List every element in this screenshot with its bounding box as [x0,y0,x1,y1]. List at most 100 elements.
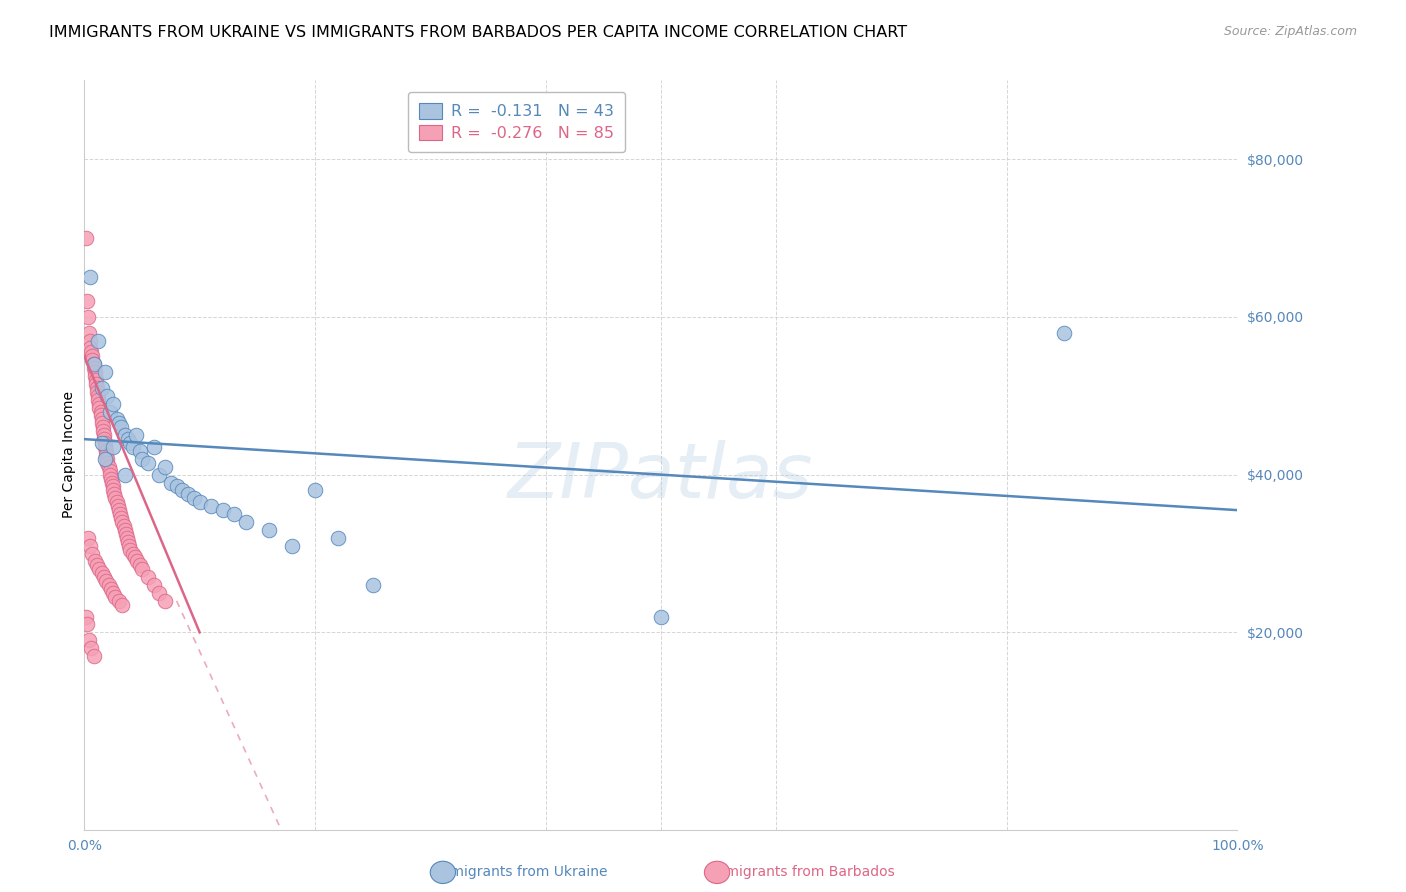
Point [84,376,107,391]
Point [114,428,136,442]
Point [115,526,138,541]
Point [94,440,117,454]
Point [211,503,233,517]
Point [103,487,125,501]
Point [160,475,183,490]
Point [110,511,132,525]
Point [93,428,115,442]
Point [79,334,101,348]
Point [97,459,120,474]
Point [89,409,111,423]
Point [103,483,124,498]
Point [93,570,115,584]
Point [224,507,246,521]
Point [93,432,115,446]
Point [86,381,108,395]
Point [83,554,105,568]
Point [87,389,110,403]
Point [110,420,132,434]
Point [104,491,127,506]
Point [91,424,114,438]
Point [188,495,211,509]
Point [148,586,170,600]
Text: ZIPatlas: ZIPatlas [508,441,814,515]
Point [111,598,134,612]
Point [96,451,118,466]
Point [86,558,108,573]
Point [79,539,101,553]
Point [96,574,118,588]
Point [153,459,176,474]
Point [177,487,200,501]
Point [112,519,135,533]
Point [108,507,131,521]
Point [108,417,131,431]
Point [83,369,105,384]
Y-axis label: Per Capita Income: Per Capita Income [62,392,76,518]
Point [82,353,104,368]
Point [111,515,134,529]
Point [96,444,118,458]
Point [103,479,124,493]
Text: IMMIGRANTS FROM UKRAINE VS IMMIGRANTS FROM BARBADOS PER CAPITA INCOME CORRELATIO: IMMIGRANTS FROM UKRAINE VS IMMIGRANTS FR… [49,25,907,40]
Point [650,609,672,624]
Point [125,428,148,442]
Point [200,499,222,513]
Point [127,554,149,568]
Point [142,578,165,592]
Point [114,467,136,482]
Point [94,436,117,450]
Point [118,539,141,553]
Point [105,495,128,509]
Point [96,448,118,462]
Point [89,401,111,415]
Point [124,550,146,565]
Point [281,539,304,553]
Point [94,451,117,466]
Point [128,558,150,573]
Point [166,479,188,493]
Point [98,404,121,418]
Point [98,467,121,482]
Point [96,389,118,403]
Point [76,294,98,309]
Text: Source: ZipAtlas.com: Source: ZipAtlas.com [1223,25,1357,38]
Point [136,570,159,584]
Point [83,648,105,663]
Point [153,594,176,608]
Point [83,365,105,379]
Point [117,534,139,549]
Point [77,633,100,648]
Point [120,436,142,450]
Point [104,590,127,604]
Point [75,231,97,245]
Point [117,432,139,446]
Point [120,542,142,557]
Point [107,499,129,513]
Point [108,503,131,517]
Point [84,373,107,387]
Point [89,397,111,411]
Point [91,420,114,434]
Point [148,467,170,482]
Point [115,531,138,545]
Point [304,483,326,498]
Point [90,566,112,581]
Point [86,384,108,399]
Point [103,440,124,454]
Point [97,578,120,592]
Point [183,491,205,506]
Point [90,436,112,450]
Point [100,472,122,486]
Point [172,483,194,498]
Point [94,365,117,379]
Point [79,342,101,356]
Point [136,456,159,470]
Point [76,531,98,545]
Point [87,392,110,407]
Point [80,345,103,359]
Point [89,562,111,576]
Point [83,361,105,376]
Point [82,547,104,561]
Point [128,444,150,458]
